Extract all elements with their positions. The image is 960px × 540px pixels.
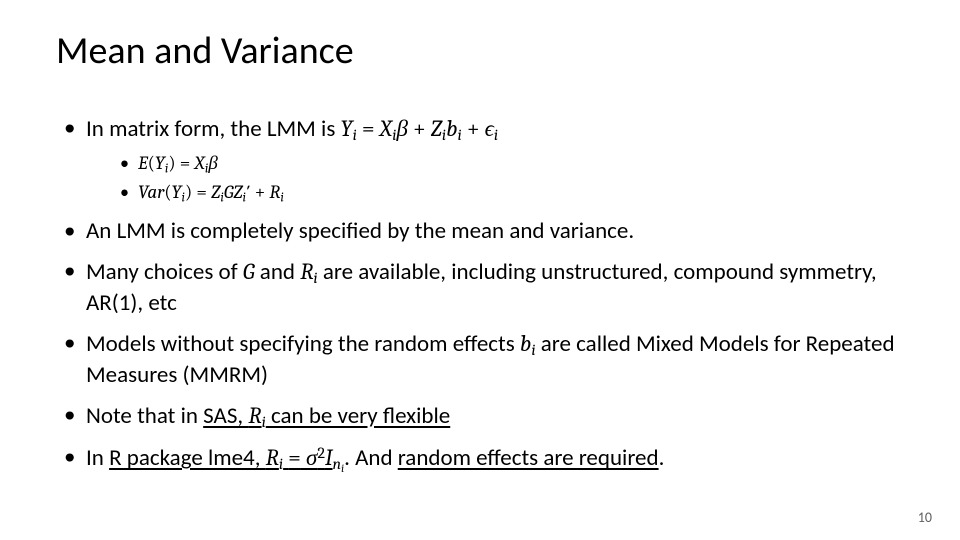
sub-1b: Var(Yi) = ZiGZi′ + Ri xyxy=(120,180,904,207)
bullet-1-eq: Yi = Xiβ + Zibi + ϵi xyxy=(341,115,499,142)
bullet-4: Models without specifying the random eff… xyxy=(64,329,904,391)
bullet-2-text: An LMM is completely specified by the me… xyxy=(86,217,634,245)
bullet-5-ul1: SAS, xyxy=(203,402,248,430)
bullet-4-pre: Models without specifying the random eff… xyxy=(86,330,520,358)
sub-list-1: E(Yi) = Xiβ Var(Yi) = ZiGZi′ + Ri xyxy=(86,151,904,208)
page-number: 10 xyxy=(918,509,932,526)
bullet-6-m1: Ri = σ2Ini xyxy=(266,444,344,471)
bullet-5-ul2: can be very flexible xyxy=(266,402,450,430)
bullet-6-pre: In xyxy=(86,444,109,472)
bullet-6-ul2: random effects are required xyxy=(398,444,659,472)
bullet-5-pre: Note that in xyxy=(86,402,203,430)
sub-1a: E(Yi) = Xiβ xyxy=(120,151,904,178)
bullet-5: Note that in SAS, Ri can be very flexibl… xyxy=(64,401,904,434)
bullet-4-m1: bi xyxy=(520,330,536,357)
bullet-3-pre: Many choices of xyxy=(86,258,243,286)
bullet-1-pre: In matrix form, the LMM is xyxy=(86,115,341,143)
bullet-6-postplain: . And xyxy=(344,444,398,472)
slide: Mean and Variance In matrix form, the LM… xyxy=(0,0,960,540)
bullet-3: Many choices of G and Ri are available, … xyxy=(64,257,904,319)
slide-title: Mean and Variance xyxy=(56,28,904,74)
bullet-6: In R package lme4, Ri = σ2Ini. And rando… xyxy=(64,443,904,476)
bullet-3-mid2: and xyxy=(255,258,301,286)
bullet-6-ul1: R package lme4, xyxy=(109,444,266,472)
bullet-3-m1: G xyxy=(243,258,255,285)
bullet-6-postplain2: . xyxy=(659,444,665,472)
bullet-5-m1: Ri xyxy=(248,402,265,429)
bullet-3-m3: Ri xyxy=(300,258,317,285)
bullet-list: In matrix form, the LMM is Yi = Xiβ + Zi… xyxy=(56,114,904,476)
bullet-2: An LMM is completely specified by the me… xyxy=(64,217,904,246)
bullet-1: In matrix form, the LMM is Yi = Xiβ + Zi… xyxy=(64,114,904,207)
